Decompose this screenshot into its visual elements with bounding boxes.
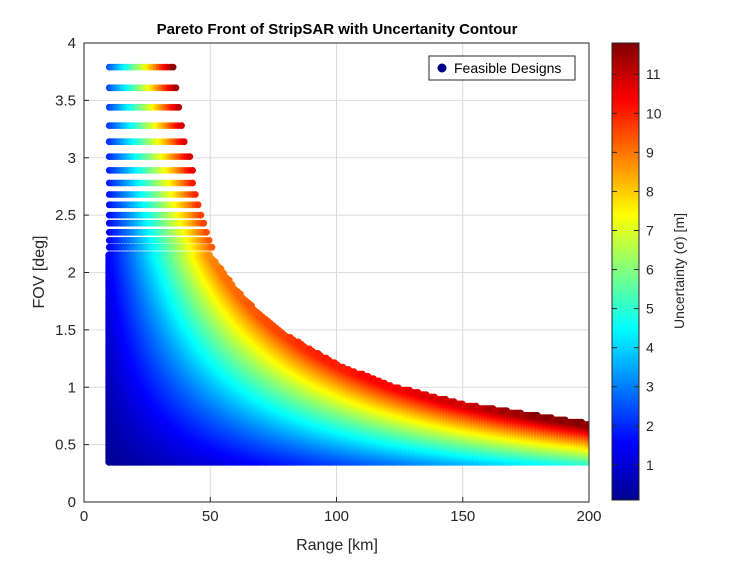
data-points <box>105 63 589 466</box>
